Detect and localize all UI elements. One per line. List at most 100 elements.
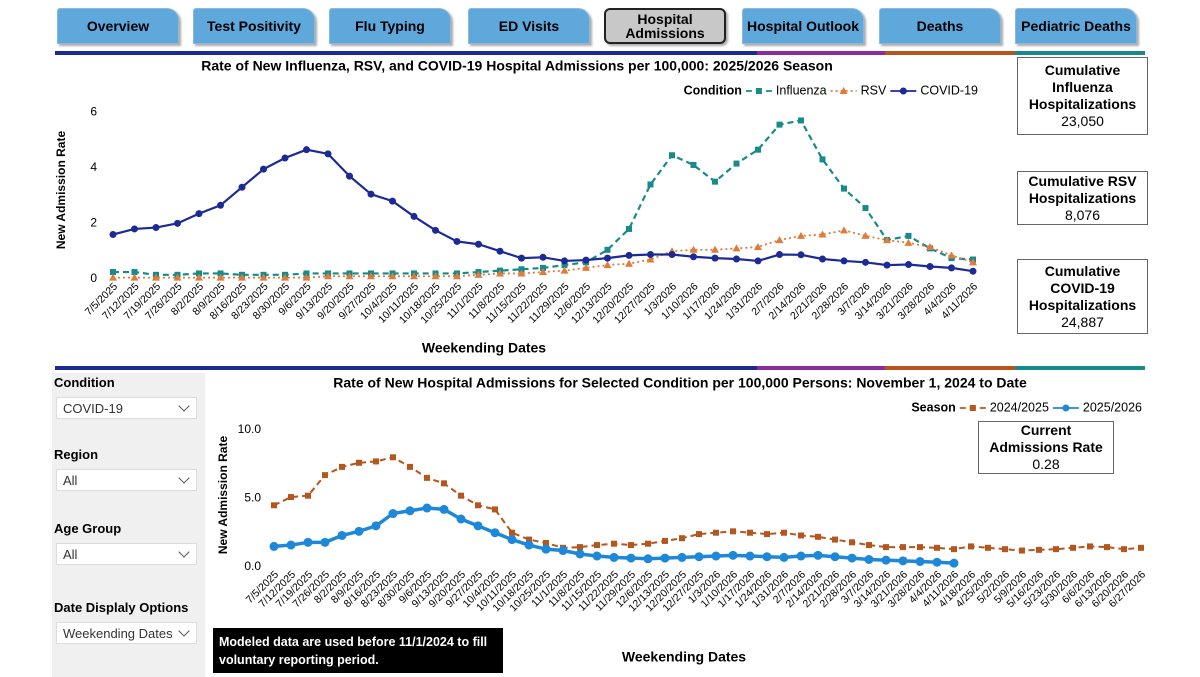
marker <box>509 529 515 536</box>
marker <box>862 205 869 212</box>
marker <box>196 270 202 277</box>
marker <box>781 529 787 536</box>
y-tick-label: 0 <box>90 271 97 285</box>
marker <box>356 459 362 466</box>
marker <box>152 273 160 281</box>
marker <box>711 254 719 262</box>
summary-card: Current Admissions Rate 0.28 <box>978 421 1114 474</box>
marker <box>625 251 633 259</box>
marker <box>832 536 838 543</box>
card-value: 24,887 <box>1061 313 1104 330</box>
tab[interactable]: Pediatric Deaths <box>1015 8 1137 44</box>
marker <box>490 528 500 538</box>
marker <box>410 212 418 220</box>
filter-panel: Condition COVID-19 Region All Age Group … <box>52 373 205 677</box>
marker <box>582 263 590 271</box>
legend-label: 2025/2026 <box>1083 400 1142 414</box>
marker <box>424 474 430 481</box>
marker <box>797 231 805 239</box>
marker <box>883 236 891 244</box>
marker <box>303 146 310 154</box>
marker <box>303 537 313 547</box>
y-axis-label: New Admission Rate <box>54 131 68 250</box>
marker <box>934 544 940 551</box>
marker <box>281 273 289 281</box>
marker <box>305 492 311 499</box>
card-value: 0.28 <box>1032 456 1060 472</box>
marker <box>260 165 267 173</box>
marker <box>339 463 345 470</box>
marker <box>388 509 398 519</box>
marker <box>947 251 956 259</box>
tab[interactable]: Deaths <box>879 8 1001 44</box>
marker <box>881 555 891 565</box>
marker <box>288 494 294 501</box>
divider <box>885 366 1015 370</box>
marker <box>861 231 870 239</box>
marker <box>733 160 740 167</box>
legend-label: RSV <box>861 83 887 97</box>
summary-card: Cumulative RSV Hospitalizations 8,076 <box>1017 171 1148 225</box>
marker <box>818 230 827 238</box>
marker <box>728 550 738 560</box>
marker <box>592 551 602 561</box>
tab[interactable]: ED Visits <box>468 8 590 44</box>
marker <box>679 535 685 542</box>
marker <box>830 552 840 562</box>
tab[interactable]: Hospital Outlook <box>742 8 864 44</box>
marker <box>345 272 354 280</box>
marker <box>109 231 117 238</box>
marker <box>626 225 632 232</box>
marker <box>543 540 549 546</box>
marker <box>730 528 736 535</box>
marker <box>985 544 991 551</box>
marker <box>271 502 277 509</box>
marker <box>324 150 332 158</box>
tab[interactable]: Test Positivity <box>193 8 315 44</box>
tab[interactable]: Overview <box>57 8 179 44</box>
note: Modeled data are used before 11/1/2024 t… <box>213 628 503 673</box>
marker <box>507 535 517 545</box>
marker <box>883 544 889 551</box>
marker <box>431 272 440 280</box>
dropdown[interactable]: Weekending Dates <box>56 622 197 644</box>
x-axis-label: Weekending Dates <box>622 649 746 665</box>
marker <box>238 183 246 191</box>
marker <box>458 492 464 499</box>
marker <box>690 161 697 168</box>
marker <box>951 546 957 553</box>
series-line <box>273 456 1142 552</box>
marker <box>660 553 670 563</box>
x-axis-label: Weekending Dates <box>422 340 546 356</box>
marker <box>711 245 719 253</box>
marker <box>798 532 804 539</box>
card-value: 23,050 <box>1061 113 1104 129</box>
marker <box>539 268 547 276</box>
marker <box>711 551 721 561</box>
tab[interactable]: Hospital Admissions <box>604 8 726 44</box>
marker <box>647 181 654 188</box>
marker <box>518 254 525 262</box>
marker <box>422 503 432 513</box>
dropdown[interactable]: All <box>56 469 197 491</box>
marker <box>1053 546 1059 553</box>
marker <box>732 244 741 252</box>
marker <box>1087 543 1093 550</box>
filter-label: Condition <box>54 375 115 390</box>
marker <box>1036 546 1042 553</box>
marker <box>367 190 375 198</box>
dropdown[interactable]: All <box>56 543 197 565</box>
marker <box>303 270 310 277</box>
marker <box>281 154 289 162</box>
marker <box>216 273 225 281</box>
dropdown[interactable]: COVID-19 <box>56 397 197 419</box>
marker <box>526 536 532 543</box>
tab[interactable]: Flu Typing <box>329 8 451 44</box>
marker <box>577 544 583 551</box>
marker <box>320 537 330 547</box>
marker <box>496 269 504 277</box>
marker <box>915 557 925 567</box>
divider <box>885 51 1015 55</box>
marker <box>819 255 826 263</box>
marker <box>611 540 617 547</box>
